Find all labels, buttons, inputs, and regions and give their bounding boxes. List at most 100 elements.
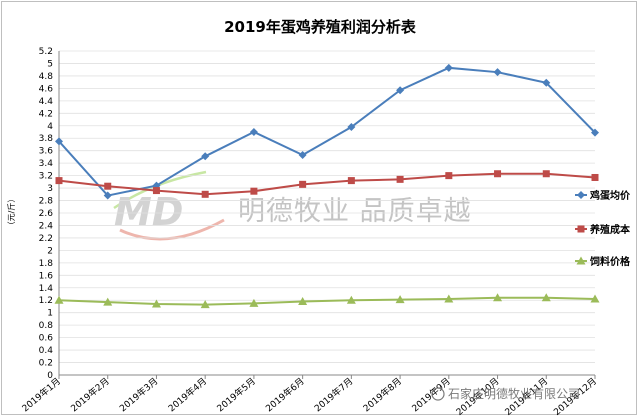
data-point xyxy=(346,295,356,304)
series-2 xyxy=(55,170,599,198)
y-tick-label: 1.4 xyxy=(39,284,54,294)
legend-item: 鸡蛋均价 xyxy=(575,189,631,202)
y-tick-labels: 0 0.2 0.4 0.6 0.8 1 1.2 1.4 1.6 1.8 2 2.2 2.4 2.6 2.8 3… xyxy=(39,47,54,381)
y-tick-label: 1.6 xyxy=(39,271,54,281)
x-tick-label: 2019年1月 xyxy=(19,375,62,414)
footer-source-text: 石家庄明德牧业有限公司 xyxy=(448,386,580,401)
axes xyxy=(58,51,596,379)
grid xyxy=(59,50,595,376)
x-tick-label: 2019年5月 xyxy=(214,375,257,414)
wechat-icon xyxy=(431,387,445,401)
data-point xyxy=(104,182,112,190)
data-point xyxy=(347,123,356,132)
y-tick-label: 3.6 xyxy=(39,147,54,157)
y-tick-label: 4.4 xyxy=(39,97,54,107)
footer-source: 石家庄明德牧业有限公司 xyxy=(431,386,580,401)
legend-marker xyxy=(577,225,585,233)
x-tick-label: 2019年3月 xyxy=(117,375,160,414)
x-tick-label: 2019年4月 xyxy=(166,375,209,414)
data-point xyxy=(299,180,307,188)
data-point xyxy=(445,172,453,180)
data-point xyxy=(151,299,161,308)
data-point xyxy=(591,173,599,181)
series-1 xyxy=(55,63,599,200)
y-tick-label: 3.2 xyxy=(39,172,53,182)
watermark-brand: 明德牧业 品质卓越 xyxy=(238,196,472,227)
x-tick-label: 2019年2月 xyxy=(68,375,111,414)
data-point xyxy=(103,297,113,306)
data-point xyxy=(541,293,551,302)
series-line xyxy=(58,296,596,306)
legend-item: 养殖成本 xyxy=(575,223,631,236)
data-point xyxy=(396,86,405,95)
watermark: MD 明德牧业 品质卓越 xyxy=(113,170,472,241)
legend-label: 饲料价格 xyxy=(589,255,631,268)
y-tick-label: 0.2 xyxy=(39,359,53,369)
watermark-logo: MD xyxy=(114,190,183,234)
data-point xyxy=(590,294,600,303)
y-tick-label: 0.6 xyxy=(39,334,54,344)
y-tick-label: 1.8 xyxy=(39,259,54,269)
legend-item: 饲料价格 xyxy=(575,255,631,268)
y-tick-label: 3.8 xyxy=(39,134,54,144)
data-point xyxy=(396,175,404,183)
data-point xyxy=(250,187,258,195)
x-tick-label: 2019年6月 xyxy=(263,375,306,414)
data-point xyxy=(200,300,210,309)
data-point xyxy=(591,128,599,137)
data-point xyxy=(201,152,210,161)
data-point xyxy=(54,295,64,304)
data-point xyxy=(103,191,112,200)
data-point xyxy=(152,187,160,195)
data-point xyxy=(249,128,258,136)
y-tick-label: 5.2 xyxy=(39,47,53,57)
y-tick-label: 4.8 xyxy=(39,72,54,82)
y-tick-label: 3.4 xyxy=(39,159,54,169)
series-line xyxy=(58,172,596,196)
x-tick-label: 2019年9月 xyxy=(409,375,452,414)
data-point xyxy=(542,170,550,178)
y-tick-label: 1 xyxy=(47,309,53,319)
series-3 xyxy=(54,293,600,309)
y-tick-label: 2.4 xyxy=(39,221,54,231)
data-point xyxy=(542,78,551,87)
x-tick-label: 2019年8月 xyxy=(361,375,404,414)
y-tick-label: 2 xyxy=(47,246,53,256)
data-point xyxy=(395,295,405,304)
data-point xyxy=(249,298,259,307)
y-axis-label: （元/斤） xyxy=(6,195,16,230)
y-tick-label: 4.6 xyxy=(39,84,54,94)
data-point xyxy=(347,177,355,185)
y-tick-label: 4 xyxy=(47,122,53,132)
y-tick-label: 4.2 xyxy=(39,109,53,119)
legend-marker xyxy=(577,191,585,199)
y-tick-label: 5 xyxy=(47,59,53,69)
y-tick-label: 3 xyxy=(47,184,53,194)
y-tick-label: 0 xyxy=(47,371,53,381)
legend-marker xyxy=(576,256,586,265)
chart-title: 2019年蛋鸡养殖利润分析表 xyxy=(224,18,417,36)
y-tick-label: 2.2 xyxy=(39,234,53,244)
data-point xyxy=(494,170,502,178)
data-point xyxy=(444,294,454,303)
data-point xyxy=(493,68,502,77)
data-point xyxy=(55,137,63,146)
y-tick-label: 0.4 xyxy=(39,346,54,356)
data-point xyxy=(201,190,209,198)
legend-label: 养殖成本 xyxy=(589,223,631,236)
y-tick-label: 1.2 xyxy=(39,296,53,306)
data-point xyxy=(493,293,503,302)
data-point xyxy=(298,151,307,160)
y-tick-label: 0.8 xyxy=(39,321,54,331)
x-tick-label: 2019年7月 xyxy=(312,375,355,414)
data-point xyxy=(298,296,308,305)
y-tick-label: 2.8 xyxy=(39,197,54,207)
data-point xyxy=(444,63,453,72)
data-point xyxy=(55,177,63,185)
legend-label: 鸡蛋均价 xyxy=(589,189,631,202)
series-line xyxy=(58,66,596,197)
series-group xyxy=(54,63,600,309)
